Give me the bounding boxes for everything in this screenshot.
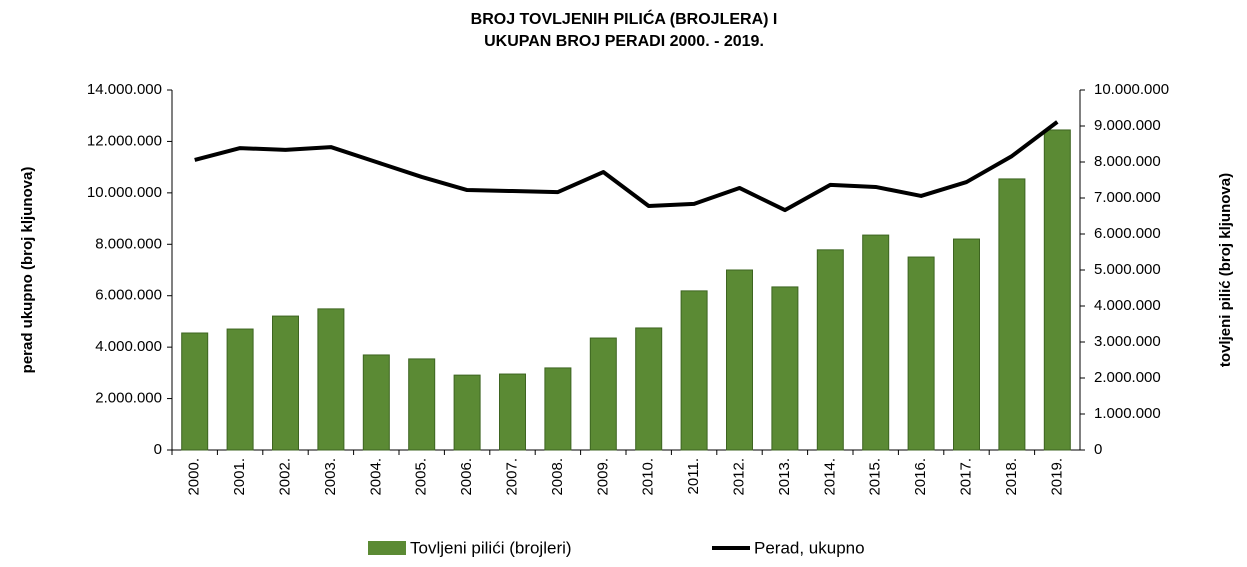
y2-tick-label: 2.000.000 — [1094, 369, 1161, 386]
y2-axis-title: tovljeni pilić (broj kljunova) — [1217, 173, 1234, 367]
y2-tick-label: 1.000.000 — [1094, 405, 1161, 422]
bar — [771, 286, 799, 451]
x-tick-label: 2006. — [458, 458, 475, 496]
bar — [907, 256, 935, 451]
x-tick-label: 2015. — [867, 458, 884, 496]
bar — [1043, 129, 1071, 451]
x-tick-label: 2011. — [685, 458, 702, 494]
bar — [317, 308, 345, 451]
bar — [362, 354, 390, 451]
bar — [998, 178, 1026, 451]
x-tick-label: 2016. — [912, 458, 929, 496]
x-tick-label: 2007. — [503, 458, 520, 496]
x-tick-label: 2008. — [549, 458, 566, 496]
x-tick-label: 2005. — [413, 458, 430, 496]
bar — [181, 332, 209, 451]
x-tick-label: 2017. — [957, 458, 974, 496]
x-tick-label: 2000. — [186, 458, 203, 496]
bar — [499, 373, 526, 451]
y2-tick-label: 6.000.000 — [1094, 225, 1161, 242]
y-tick-label: 0 — [154, 441, 162, 458]
y-tick-label: 2.000.000 — [95, 390, 162, 407]
bar — [408, 358, 436, 451]
y2-tick-label: 3.000.000 — [1094, 333, 1161, 350]
x-tick-label: 2014. — [821, 458, 838, 496]
x-tick-label: 2009. — [594, 458, 611, 496]
x-tick-label: 2013. — [776, 458, 793, 496]
bar — [953, 238, 980, 451]
x-tick-label: 2019. — [1048, 458, 1065, 496]
bar — [816, 249, 844, 451]
x-tick-label: 2010. — [640, 458, 657, 496]
y2-tick-label: 9.000.000 — [1094, 117, 1161, 134]
x-tick-label: 2001. — [231, 458, 248, 496]
bar — [226, 328, 254, 451]
bar — [680, 290, 708, 451]
x-tick-label: 2003. — [322, 458, 339, 496]
x-tick-label: 2012. — [730, 458, 747, 496]
bar — [862, 234, 890, 451]
legend-label: Tovljeni pilići (brojleri) — [410, 538, 572, 557]
chart-title: BROJ TOVLJENIH PILIĆA (BROJLERA) I — [471, 9, 778, 28]
x-tick-label: 2002. — [276, 458, 293, 496]
bar — [453, 374, 481, 451]
bar — [272, 315, 299, 451]
legend-label: Perad, ukupno — [754, 538, 865, 557]
bar — [544, 367, 572, 451]
y2-tick-label: 4.000.000 — [1094, 297, 1161, 314]
bar — [635, 327, 663, 451]
y2-tick-label: 0 — [1094, 441, 1102, 458]
y2-tick-label: 5.000.000 — [1094, 261, 1161, 278]
y2-tick-label: 8.000.000 — [1094, 153, 1161, 170]
line — [194, 120, 1059, 213]
y2-tick-label: 7.000.000 — [1094, 189, 1161, 206]
y-tick-label: 8.000.000 — [95, 235, 162, 252]
y-axis-title: perad ukupno (broj kljunova) — [19, 167, 36, 374]
legend-swatch — [368, 541, 406, 555]
y-tick-label: 12.000.000 — [87, 132, 162, 149]
y2-tick-label: 10.000.000 — [1094, 81, 1169, 98]
bar — [726, 269, 753, 451]
bar — [589, 337, 617, 451]
chart-title: UKUPAN BROJ PERADI 2000. - 2019. — [484, 33, 764, 50]
x-tick-label: 2018. — [1003, 458, 1020, 496]
y-tick-label: 4.000.000 — [95, 338, 162, 355]
y-tick-label: 6.000.000 — [95, 287, 162, 304]
y-tick-label: 10.000.000 — [87, 184, 162, 201]
y-tick-label: 14.000.000 — [87, 81, 162, 98]
x-tick-label: 2004. — [367, 458, 384, 496]
